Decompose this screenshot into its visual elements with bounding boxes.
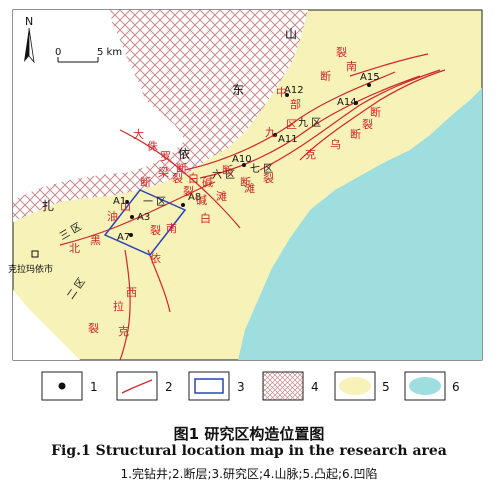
well-label-a12: A12: [284, 85, 304, 96]
mountain-labels: 扎 依 东 山: [42, 27, 297, 213]
fault-char: 部: [290, 97, 301, 111]
fault-char: 九: [265, 126, 276, 139]
fault-char: 西: [126, 286, 137, 299]
fault-char: 白: [200, 211, 211, 225]
well-label-a10: A10: [232, 154, 252, 165]
well-a10: [242, 163, 246, 167]
city-marker: [31, 250, 39, 258]
legend-well-dot: [58, 382, 66, 390]
fault-char: 黑: [90, 234, 101, 247]
well-a3: [130, 215, 134, 219]
well-a7: [129, 233, 133, 237]
scale-bar: [57, 57, 99, 63]
legend-num-6: 6: [452, 380, 460, 394]
well-label-a15: A15: [360, 72, 380, 83]
legend-study-rect: [194, 378, 224, 394]
zone-6: 六 区: [212, 169, 235, 181]
well-label-a1: A1: [113, 196, 126, 207]
fault-labels: 大 侏 罗 梁 断 裂 白 碱 滩 断 裂 中 部 断 裂 南 白 碱 滩 断 …: [69, 46, 381, 338]
plain-region: [13, 290, 80, 360]
north-arrow: [24, 27, 35, 64]
well-a8: [181, 203, 185, 207]
legend-num-1: 1: [90, 380, 98, 394]
fault-char: 滩: [216, 189, 227, 203]
fault-char: 断: [222, 163, 233, 177]
fault-char: 裂: [362, 118, 373, 131]
mountain-char: 扎: [42, 199, 54, 213]
fault-char: 南: [166, 222, 177, 235]
well-a14: [354, 101, 358, 105]
fault-char: 裂: [336, 46, 347, 59]
mountain-char: 东: [232, 83, 244, 97]
mountain-char: 山: [285, 27, 297, 41]
legend-num-4: 4: [311, 380, 319, 394]
fault-char: 南: [346, 60, 357, 73]
well-label-a11: A11: [278, 134, 298, 145]
well-label-a7: A7: [117, 232, 130, 243]
wells: [125, 83, 371, 237]
legend-num-5: 5: [382, 380, 390, 394]
fault-char: 断: [240, 175, 251, 189]
fault-char: 碱: [202, 176, 213, 189]
zone-9: 九 区: [298, 117, 321, 129]
fault-char: 北: [69, 242, 80, 255]
fault-char: 滩: [244, 181, 255, 195]
study-area-box: [103, 189, 187, 256]
legend: 1 2 3 4 5 6: [41, 371, 460, 401]
fault-char: 断: [350, 127, 361, 141]
fault-char: 油: [107, 209, 118, 223]
scale-length: 5 km: [97, 47, 122, 58]
legend-depression-swatch: [409, 377, 441, 395]
fault-char: 克: [305, 148, 316, 161]
fault-char: 梁: [158, 165, 169, 179]
fault-char: 克: [118, 325, 129, 338]
well-a11: [273, 133, 277, 137]
depression-region: [238, 88, 482, 360]
fault-char: 断: [140, 175, 151, 189]
legend-num-3: 3: [237, 380, 245, 394]
caption-legend: 1.完钻井;2.断层;3.研究区;4.山脉;5.凸起;6.凹陷: [120, 467, 378, 481]
mountain-char: 依: [178, 146, 190, 161]
well-label-a14: A14: [337, 97, 357, 108]
fault-char: 断: [176, 161, 187, 175]
fault-char: 拉: [113, 299, 124, 313]
fault-char: 罗: [160, 150, 171, 163]
city-label: 克拉玛依市: [8, 263, 53, 275]
caption-chinese: 图1 研究区构造位置图: [173, 425, 325, 443]
zone-7: 七 区: [250, 163, 273, 175]
legend-fault-line: [121, 379, 153, 394]
well-label-a3: A3: [137, 212, 150, 223]
zone-1: 一 区: [143, 196, 166, 208]
fault-char: 碱: [196, 194, 207, 207]
well-label-a8: A8: [188, 192, 201, 203]
fault-char: 大: [133, 127, 144, 141]
legend-box-mountain: [262, 371, 304, 401]
legend-uplift-swatch: [339, 377, 371, 395]
legend-box-fault: [116, 371, 158, 401]
caption-english: Fig.1 Structural location map in the res…: [51, 443, 447, 459]
scale-zero: 0: [55, 47, 61, 58]
fault-char: 裂: [263, 172, 274, 185]
fault-char: 中: [276, 86, 287, 99]
fault-char: 裂: [88, 322, 99, 335]
structural-map: N 0 5 km 克拉玛依市 一 区 二 区 三 区 六 区 七 区 九 区 A…: [8, 9, 483, 401]
mountain-hatch: [13, 10, 308, 222]
fault-char: 山: [120, 200, 131, 213]
fault-char: 裂: [183, 185, 194, 198]
fault-char: 依: [150, 252, 161, 265]
fault-char: 侏: [147, 140, 158, 153]
fault-char: 断: [320, 69, 331, 83]
well-a12: [285, 93, 289, 97]
faults: [59, 53, 446, 361]
fault-char: 裂: [150, 224, 161, 237]
fault-char: 白: [188, 171, 199, 185]
north-label: N: [25, 15, 33, 28]
fault-char: 断: [370, 105, 381, 119]
well-a15: [367, 83, 371, 87]
fault-char: 裂: [172, 172, 183, 185]
well-a1: [125, 200, 129, 204]
legend-num-2: 2: [165, 380, 173, 394]
fault-char: 乌: [330, 137, 341, 151]
fault-char: 区: [286, 118, 297, 131]
